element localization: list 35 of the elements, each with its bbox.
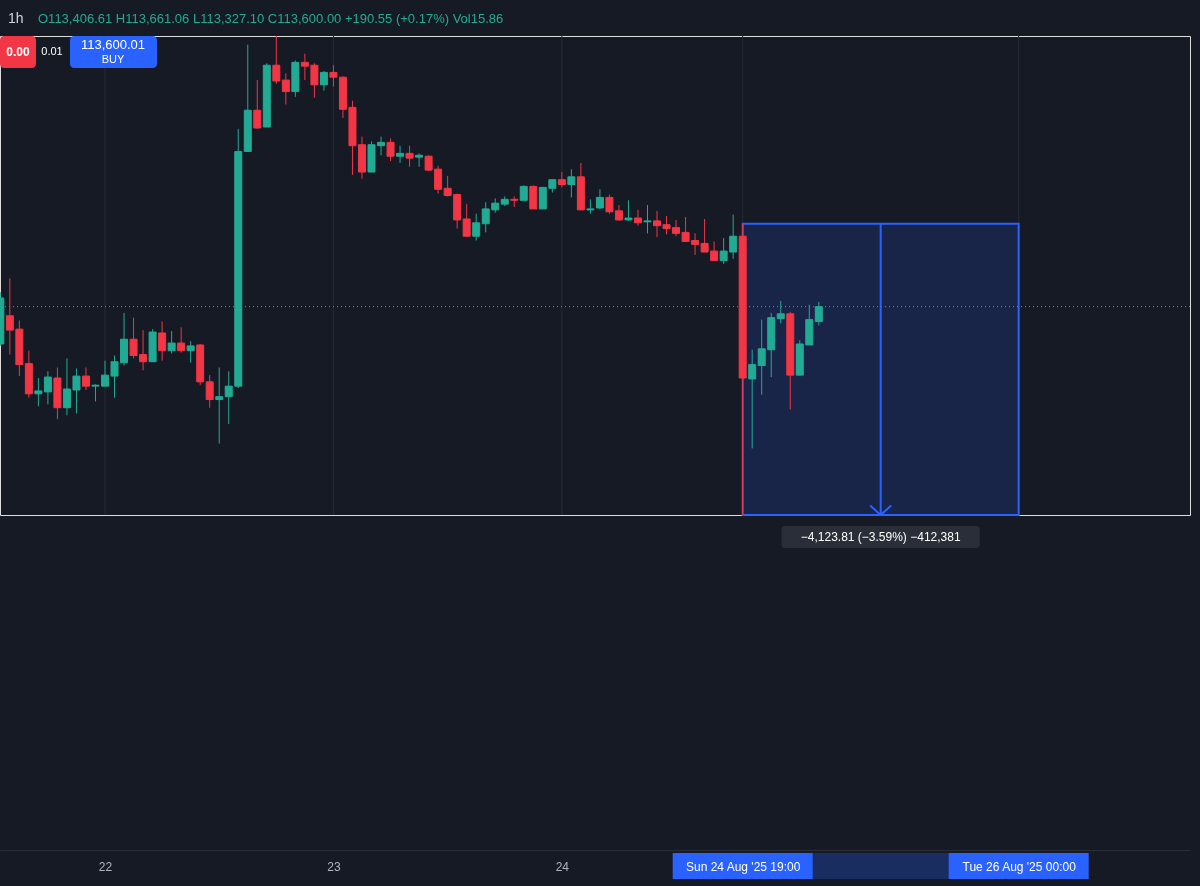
candlestick (253, 79, 262, 130)
band-label: −4,123.81 (−3.59%) −412,381 (800, 530, 961, 544)
candlestick (415, 152, 424, 168)
annotation: 0.01 (41, 45, 63, 57)
x-tick-label: 23 (327, 859, 341, 874)
annotation: 0.00 (6, 45, 30, 59)
x-tick-label: 22 (98, 859, 113, 874)
x-tick-label: 24 (555, 859, 570, 874)
candlestick (186, 340, 195, 364)
candlestick (81, 366, 90, 391)
candlestick (633, 209, 642, 227)
candlestick (472, 213, 481, 242)
chart-subtitle: O113,406.61 H113,661.06 L113,327.10 C113,600.00 +190.55 (+0.17%) Vol15.86 (38, 11, 504, 26)
candlestick (319, 70, 328, 92)
candlestick (643, 204, 652, 234)
candlestick (748, 349, 757, 449)
chart-title: 1h (8, 10, 24, 26)
candlestick (462, 203, 471, 237)
candlestick (529, 184, 538, 210)
candlestick (396, 145, 405, 164)
annotation: BUY (101, 53, 125, 65)
annotation: 113,600.01 (80, 37, 146, 52)
candlestick (215, 366, 224, 445)
candlestick (272, 35, 281, 85)
candlestick (405, 145, 414, 168)
candlestick (567, 168, 576, 198)
candlestick (205, 374, 214, 409)
x-tick-label: Sun 24 Aug '25 19:00 (685, 859, 801, 874)
candlestick (158, 320, 167, 362)
x-tick-label: Tue 26 Aug '25 00:00 (962, 859, 1077, 874)
candlestick (386, 138, 395, 162)
candlestick (281, 72, 290, 105)
candlestick (624, 199, 633, 222)
candlestick (177, 326, 186, 354)
candlestick (167, 330, 176, 355)
